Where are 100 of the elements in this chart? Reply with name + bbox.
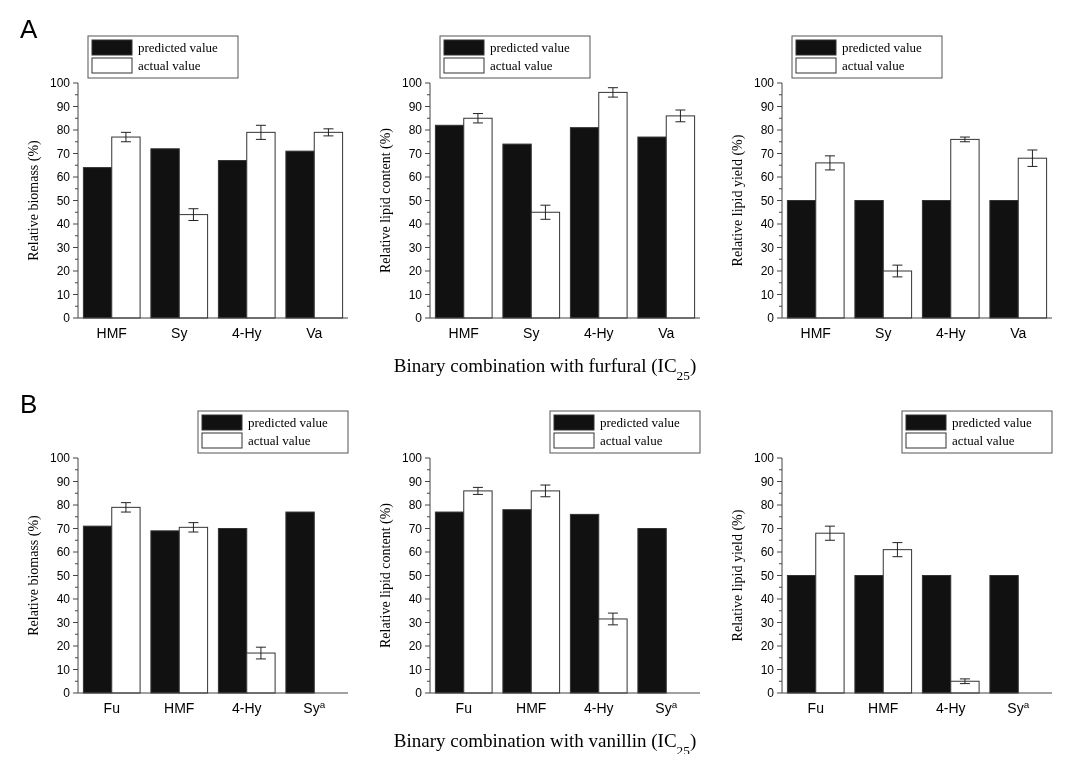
- x-tick-label: HMF: [868, 700, 899, 716]
- y-tick-label: 40: [760, 217, 775, 232]
- y-tick-label: 0: [415, 311, 423, 326]
- x-axis-title: Binary combination with furfural (IC$_{25}$): [393, 355, 697, 383]
- y-tick-label: 40: [408, 592, 423, 607]
- y-tick-label: 30: [56, 240, 71, 255]
- x-tick-label: Va: [1010, 325, 1027, 341]
- x-tick-label: 4-Hy: [583, 325, 614, 341]
- y-tick-label: 70: [56, 146, 71, 161]
- x-axis-title: Binary combination with vanillin (IC$_{25}$): [393, 730, 697, 758]
- y-tick-label: 90: [408, 99, 423, 114]
- y-tick-label: 100: [401, 76, 423, 91]
- y-tick-label: 80: [760, 123, 775, 138]
- y-tick-label: 30: [760, 240, 775, 255]
- y-tick-label: 0: [767, 686, 775, 701]
- y-tick-label: 90: [760, 474, 775, 489]
- x-tick-label: HMF: [164, 700, 195, 716]
- x-tick-label: 4-Hy: [935, 700, 966, 716]
- y-axis-title: Relative lipid yield (%): [730, 509, 746, 642]
- legend-label: actual value: [600, 433, 663, 448]
- x-tick-label: Fu: [103, 700, 120, 716]
- x-tick-label: Sy$^{a}$: [1007, 698, 1030, 716]
- y-tick-label: 70: [408, 146, 423, 161]
- y-tick-label: 100: [753, 76, 775, 91]
- y-tick-label: 10: [760, 287, 775, 302]
- y-tick-label: 30: [408, 615, 423, 630]
- y-tick-label: 60: [760, 170, 775, 185]
- y-tick-label: 30: [408, 240, 423, 255]
- y-tick-label: 50: [408, 568, 423, 583]
- y-tick-label: 80: [408, 498, 423, 513]
- y-tick-label: 40: [760, 592, 775, 607]
- y-axis-title: Relative biomass (%): [26, 139, 42, 261]
- y-tick-label: 90: [56, 99, 71, 114]
- y-tick-label: 60: [56, 545, 71, 560]
- x-tick-label: 4-Hy: [231, 325, 262, 341]
- y-tick-label: 50: [56, 568, 71, 583]
- y-tick-label: 50: [56, 193, 71, 208]
- y-tick-label: 90: [56, 474, 71, 489]
- legend-label: predicted value: [600, 415, 680, 430]
- y-tick-label: 90: [760, 99, 775, 114]
- legend-label: predicted value: [490, 40, 570, 55]
- y-tick-label: 80: [408, 123, 423, 138]
- y-tick-label: 20: [408, 264, 423, 279]
- y-tick-label: 60: [408, 545, 423, 560]
- y-tick-label: 100: [49, 76, 71, 91]
- y-tick-label: 50: [760, 193, 775, 208]
- y-tick-label: 20: [760, 264, 775, 279]
- y-tick-label: 70: [408, 521, 423, 536]
- legend-label: actual value: [138, 58, 201, 73]
- x-tick-label: Va: [306, 325, 323, 341]
- y-tick-label: 20: [760, 639, 775, 654]
- x-tick-label: Fu: [807, 700, 824, 716]
- y-tick-label: 40: [408, 217, 423, 232]
- y-tick-label: 60: [408, 170, 423, 185]
- x-tick-label: Va: [658, 325, 675, 341]
- y-tick-label: 0: [63, 311, 71, 326]
- x-tick-label: HMF: [96, 325, 127, 341]
- legend-label: predicted value: [952, 415, 1032, 430]
- text: A: [20, 14, 38, 44]
- y-tick-label: 10: [408, 662, 423, 677]
- y-tick-label: 0: [767, 311, 775, 326]
- y-tick-label: 70: [760, 521, 775, 536]
- legend-label: actual value: [490, 58, 553, 73]
- y-tick-label: 50: [408, 193, 423, 208]
- y-tick-label: 60: [760, 545, 775, 560]
- y-tick-label: 20: [56, 264, 71, 279]
- x-tick-label: HMF: [516, 700, 547, 716]
- y-tick-label: 80: [56, 498, 71, 513]
- y-tick-label: 30: [56, 615, 71, 630]
- x-tick-label: 4-Hy: [231, 700, 262, 716]
- x-tick-label: Sy: [523, 325, 540, 341]
- bar: [989, 575, 1019, 694]
- y-tick-label: 10: [760, 662, 775, 677]
- x-tick-label: Sy: [171, 325, 188, 341]
- y-tick-label: 50: [760, 568, 775, 583]
- x-tick-label: 4-Hy: [935, 325, 966, 341]
- y-axis-title: Relative lipid content (%): [378, 127, 394, 274]
- legend-label: predicted value: [248, 415, 328, 430]
- legend-label: predicted value: [138, 40, 218, 55]
- x-tick-label: Sy: [875, 325, 892, 341]
- y-tick-label: 0: [63, 686, 71, 701]
- x-tick-label: 4-Hy: [583, 700, 614, 716]
- y-tick-label: 10: [56, 287, 71, 302]
- y-tick-label: 10: [56, 662, 71, 677]
- x-tick-label: HMF: [800, 325, 831, 341]
- y-tick-label: 100: [753, 451, 775, 466]
- y-axis-title: Relative biomass (%): [26, 514, 42, 636]
- y-tick-label: 30: [760, 615, 775, 630]
- y-axis-title: Relative lipid content (%): [378, 502, 394, 649]
- x-tick-label: Sy$^{a}$: [303, 698, 326, 716]
- y-tick-label: 100: [49, 451, 71, 466]
- x-tick-label: Sy$^{a}$: [655, 698, 678, 716]
- y-tick-label: 60: [56, 170, 71, 185]
- y-tick-label: 80: [56, 123, 71, 138]
- legend-label: actual value: [952, 433, 1015, 448]
- y-tick-label: 20: [56, 639, 71, 654]
- legend-label: actual value: [248, 433, 311, 448]
- x-tick-label: HMF: [448, 325, 479, 341]
- y-tick-label: 80: [760, 498, 775, 513]
- y-tick-label: 10: [408, 287, 423, 302]
